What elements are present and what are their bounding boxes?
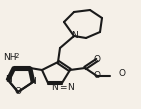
Text: NH: NH (3, 54, 17, 62)
Text: N: N (67, 83, 73, 93)
Text: N: N (5, 76, 11, 84)
Text: N: N (71, 32, 77, 41)
Text: O: O (15, 88, 21, 96)
Text: 2: 2 (15, 53, 19, 59)
Text: O: O (118, 70, 125, 78)
Text: O: O (93, 55, 101, 65)
Text: N: N (30, 77, 36, 87)
Text: =: = (59, 83, 67, 93)
Text: O: O (93, 72, 101, 81)
Text: N: N (52, 83, 58, 93)
